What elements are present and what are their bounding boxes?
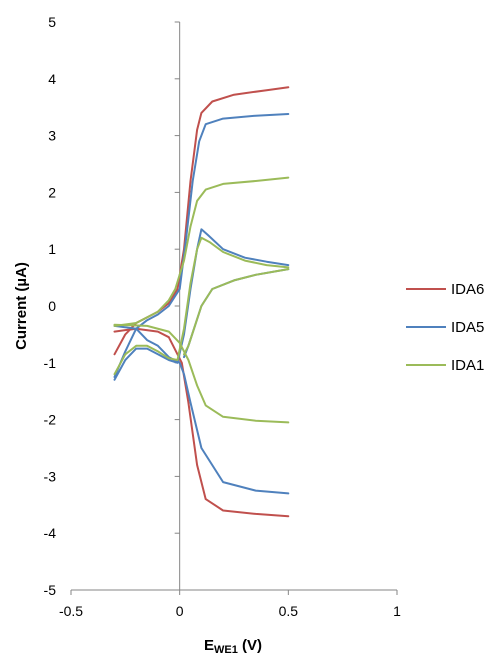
y-axis-title: Current (µA) xyxy=(13,262,30,350)
x-axis-title-unit: (V) xyxy=(238,637,262,654)
x-axis-title-main: E xyxy=(204,637,214,654)
y-tick-label: -3 xyxy=(44,468,57,484)
series-line-ida1 xyxy=(113,176,290,327)
series-line-ida1 xyxy=(183,268,290,356)
y-tick-label: 1 xyxy=(48,241,56,257)
legend-label-ida1: IDA1 xyxy=(451,357,484,374)
series-line-ida6 xyxy=(113,327,290,518)
y-tick-label: 5 xyxy=(48,14,56,30)
x-tick-label: 0 xyxy=(176,603,184,619)
y-tick-label: -1 xyxy=(44,355,57,371)
x-tick-label: -0.5 xyxy=(59,603,83,619)
legend-label-ida6: IDA6 xyxy=(451,281,484,298)
y-tick-label: 0 xyxy=(48,298,56,314)
axes xyxy=(70,21,398,595)
y-tick-label: -2 xyxy=(44,412,57,428)
y-tick-labels: 5 4 3 2 1 0 -1 -2 -3 -4 -5 xyxy=(44,14,57,598)
y-tick-label: 2 xyxy=(48,184,56,200)
y-tick-label: -4 xyxy=(44,525,57,541)
series-line-ida1 xyxy=(113,323,290,424)
legend-label-ida5: IDA5 xyxy=(451,319,484,336)
plot-area xyxy=(113,86,290,518)
x-tick-labels: -0.5 0 0.5 1 xyxy=(59,603,401,619)
x-tick-label: 1 xyxy=(393,603,401,619)
y-tick-label: 4 xyxy=(48,71,56,87)
x-axis-title-subscript: WE1 xyxy=(214,644,238,656)
series-line-ida1 xyxy=(113,236,290,376)
x-tick-label: 0.5 xyxy=(279,603,299,619)
series-line-ida6 xyxy=(113,86,290,356)
y-tick-label: 3 xyxy=(48,128,56,144)
x-axis-title: EWE1 (V) xyxy=(204,637,262,656)
series-line-ida5 xyxy=(113,324,290,495)
legend: IDA6 IDA5 IDA1 xyxy=(406,281,484,374)
series-line-ida5 xyxy=(113,113,290,378)
y-tick-label: -5 xyxy=(44,582,57,598)
